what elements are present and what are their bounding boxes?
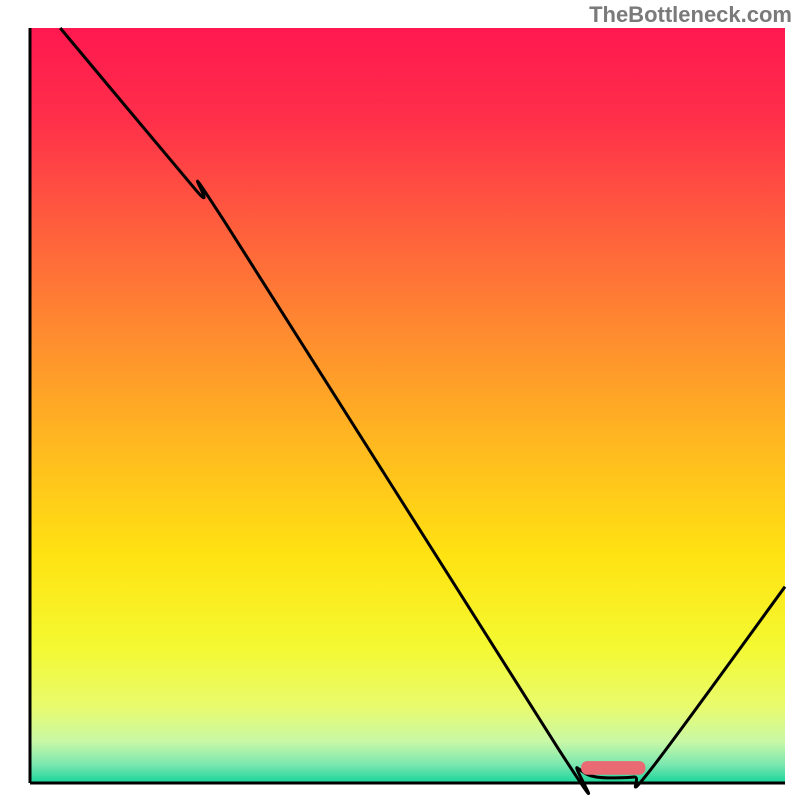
- watermark-text: TheBottleneck.com: [589, 2, 792, 28]
- plot-background: [30, 28, 785, 783]
- optimal-marker: [581, 761, 645, 775]
- chart-container: TheBottleneck.com: [0, 0, 800, 800]
- bottleneck-curve-chart: [0, 0, 800, 800]
